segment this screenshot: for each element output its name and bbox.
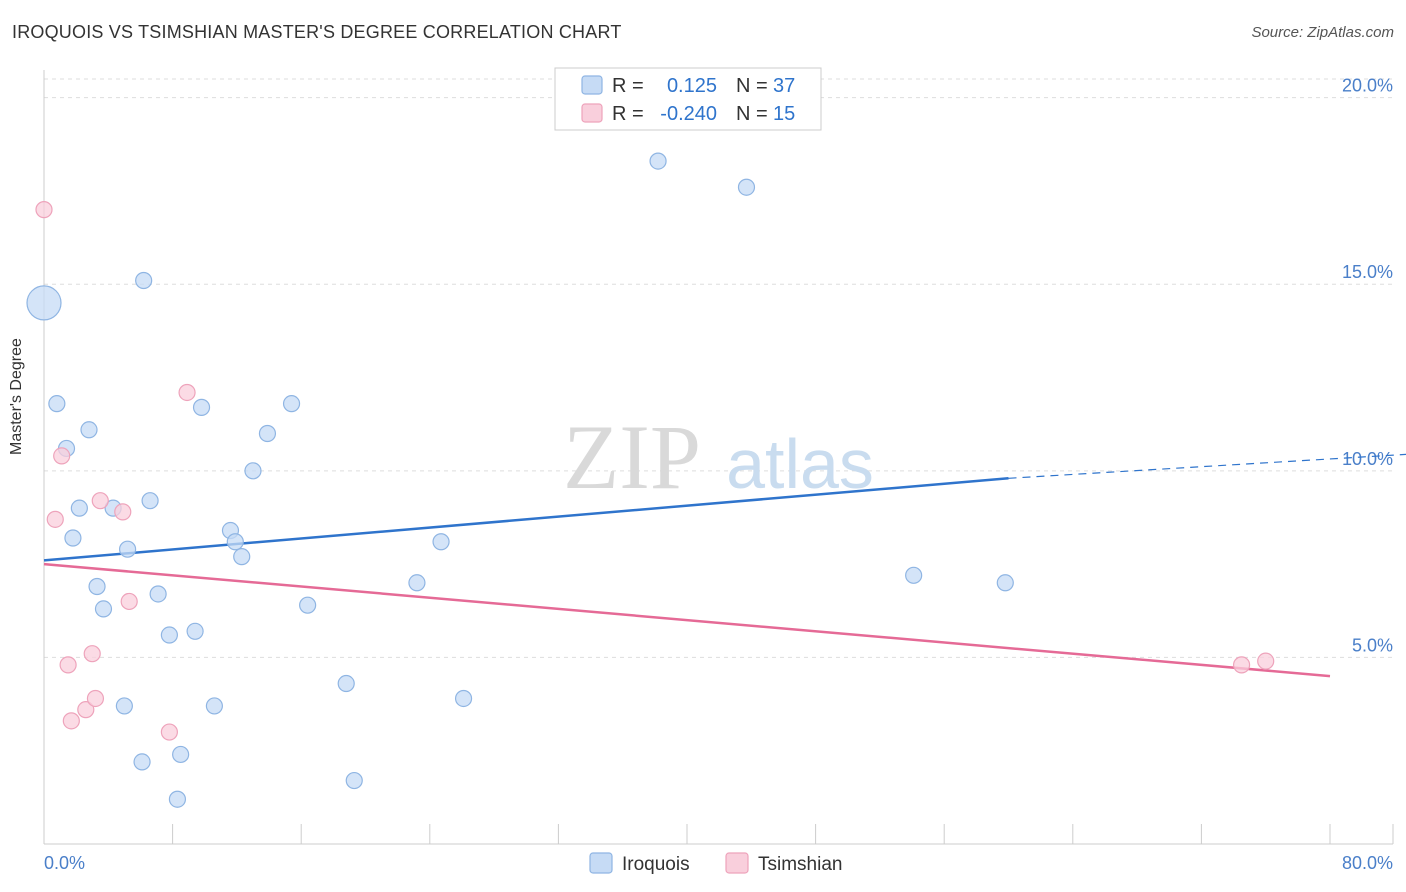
point-iroquois xyxy=(118,540,137,558)
trend-layer xyxy=(43,453,1406,678)
legend-n-value-iroquois: 37 xyxy=(773,75,795,97)
watermark-zip: ZIP xyxy=(563,406,701,508)
point-iroquois xyxy=(94,600,113,618)
point-iroquois xyxy=(80,421,98,439)
point-iroquois xyxy=(186,622,204,640)
legend-swatch-iroquois xyxy=(581,75,603,95)
point-iroquois xyxy=(299,596,317,614)
point-iroquois xyxy=(258,424,277,443)
bottom-legend-swatch-tsimshian xyxy=(725,852,749,874)
point-iroquois xyxy=(141,492,159,510)
watermark-atlas: atlas xyxy=(726,425,874,503)
x-tick-label-max: 80.0% xyxy=(1342,853,1393,873)
points-layer xyxy=(26,152,1275,808)
point-tsimshian xyxy=(114,503,132,521)
point-iroquois xyxy=(737,178,756,196)
point-tsimshian xyxy=(59,656,77,674)
point-iroquois xyxy=(160,626,178,644)
point-iroquois xyxy=(168,790,187,808)
point-tsimshian xyxy=(1232,656,1251,674)
legend-r-label-tsimshian: R = xyxy=(612,103,644,125)
point-tsimshian xyxy=(178,383,196,402)
point-iroquois xyxy=(149,585,167,603)
axis-layer xyxy=(43,70,1394,845)
point-iroquois xyxy=(282,395,301,413)
legend-n-label-iroquois: N = xyxy=(736,75,768,97)
grid-layer: 5.0% 10.0% 15.0% 20.0% xyxy=(44,76,1393,658)
point-tsimshian xyxy=(77,701,95,719)
point-tsimshian xyxy=(53,447,71,465)
point-tsimshian xyxy=(160,723,178,741)
y-tick-label: 10.0% xyxy=(1342,449,1393,469)
trend-line-tsimshian xyxy=(43,562,1331,678)
source-label: Source: ZipAtlas.com xyxy=(1251,24,1394,41)
point-tsimshian xyxy=(83,645,101,663)
point-iroquois xyxy=(226,533,244,551)
watermark: ZIP atlas xyxy=(563,406,874,508)
point-iroquois xyxy=(172,745,190,764)
point-iroquois xyxy=(408,574,426,592)
chart-title: IROQUOIS VS TSIMSHIAN MASTER'S DEGREE CO… xyxy=(12,22,622,42)
top-legend: R = 0.125 N = 37 R = -0.240 N = 15 xyxy=(554,67,822,131)
point-tsimshian xyxy=(62,712,80,730)
point-iroquois xyxy=(454,689,473,708)
bottom-legend-label-iroquois: Iroquois xyxy=(622,854,690,875)
y-tick-label: 5.0% xyxy=(1352,635,1393,655)
bottom-legend-label-tsimshian: Tsimshian xyxy=(758,854,842,875)
point-iroquois xyxy=(48,395,66,413)
point-iroquois xyxy=(905,566,923,584)
y-tick-label: 20.0% xyxy=(1342,76,1393,96)
point-iroquois xyxy=(233,548,251,566)
legend-n-label-tsimshian: N = xyxy=(736,103,768,125)
legend-swatch-tsimshian xyxy=(581,103,603,123)
point-iroquois xyxy=(26,285,62,321)
point-iroquois xyxy=(205,697,223,715)
bottom-legend: Iroquois Tsimshian xyxy=(589,852,842,875)
legend-r-value-tsimshian: -0.240 xyxy=(660,103,717,125)
point-iroquois xyxy=(135,271,153,290)
point-iroquois xyxy=(337,674,355,693)
bottom-legend-swatch-iroquois xyxy=(589,852,613,874)
x-tick-label-min: 0.0% xyxy=(44,853,85,873)
point-iroquois xyxy=(115,697,133,715)
trend-line-iroquois xyxy=(43,477,1009,562)
point-iroquois xyxy=(996,574,1014,592)
point-tsimshian xyxy=(35,201,53,219)
trend-line-iroquois-extension xyxy=(1008,453,1406,479)
point-tsimshian xyxy=(120,592,138,611)
point-iroquois xyxy=(133,753,151,771)
point-iroquois xyxy=(64,529,82,547)
point-iroquois xyxy=(192,398,211,416)
legend-r-label-iroquois: R = xyxy=(612,75,644,97)
point-iroquois xyxy=(88,577,106,596)
point-tsimshian xyxy=(46,510,64,528)
legend-n-value-tsimshian: 15 xyxy=(773,103,795,125)
legend-r-value-iroquois: 0.125 xyxy=(667,75,717,97)
point-iroquois xyxy=(244,462,262,480)
y-tick-label: 15.0% xyxy=(1342,262,1393,282)
point-tsimshian xyxy=(1257,652,1275,670)
point-iroquois xyxy=(649,152,667,170)
point-iroquois xyxy=(432,533,450,551)
point-tsimshian xyxy=(91,492,109,510)
point-iroquois xyxy=(345,771,363,790)
point-iroquois xyxy=(70,499,88,517)
point-tsimshian xyxy=(86,689,105,708)
